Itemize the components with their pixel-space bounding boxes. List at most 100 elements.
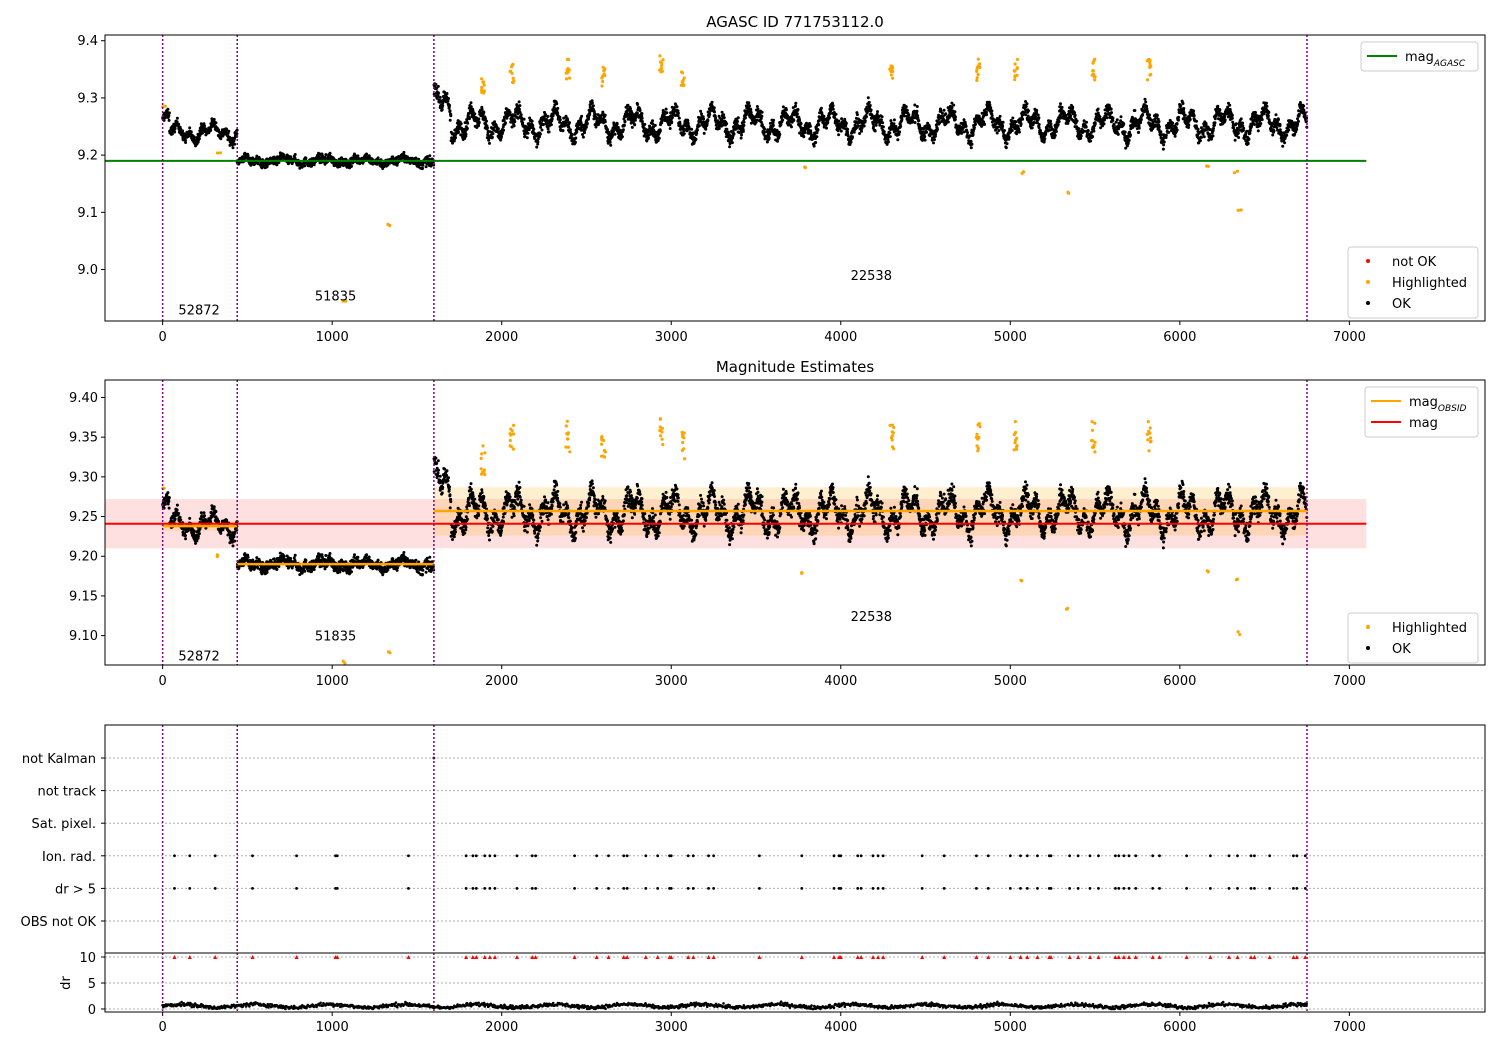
ok-point: [466, 121, 470, 125]
ok-point: [728, 145, 732, 149]
ok-point: [1021, 117, 1025, 121]
ok-point: [917, 119, 921, 123]
ok-point: [1272, 129, 1276, 133]
ok-point: [969, 146, 973, 150]
ok-point: [580, 114, 584, 118]
ok-point: [928, 125, 932, 129]
ok-point: [167, 111, 171, 115]
ok-point: [742, 120, 746, 124]
ok-point: [1036, 113, 1040, 117]
ok-point: [1162, 140, 1166, 144]
ok-point: [1110, 111, 1113, 115]
ok-point: [873, 129, 877, 133]
ok-point: [260, 166, 264, 170]
ok-point: [646, 136, 650, 140]
ok-point: [1182, 110, 1186, 114]
ok-point: [743, 116, 747, 120]
ok-point: [755, 105, 759, 108]
ok-point: [1161, 147, 1165, 151]
ok-point: [437, 91, 440, 95]
ok-point: [1122, 122, 1126, 126]
ok-point: [1302, 104, 1306, 108]
ok-point: [518, 104, 522, 108]
ok-point: [1030, 126, 1034, 130]
ok-point: [940, 111, 944, 115]
ok-point: [869, 108, 873, 112]
ok-point: [722, 113, 726, 117]
ok-point: [676, 111, 680, 115]
ok-point: [189, 130, 193, 134]
ok-point: [1274, 113, 1278, 117]
ok-point: [1213, 123, 1216, 127]
ok-point: [547, 130, 551, 134]
ok-point: [532, 127, 536, 131]
ok-point: [521, 121, 525, 125]
ok-point: [482, 110, 486, 114]
ok-point: [525, 136, 529, 140]
ok-point: [253, 161, 257, 165]
ok-point: [1183, 113, 1187, 117]
ok-point: [603, 113, 607, 117]
ok-point: [1145, 104, 1149, 108]
ok-point: [867, 101, 871, 104]
ok-point: [1296, 119, 1300, 123]
ok-point: [1111, 116, 1115, 120]
ok-point: [1109, 107, 1113, 111]
ok-point: [1049, 122, 1053, 126]
ok-point: [1265, 101, 1268, 105]
ok-point: [983, 122, 987, 126]
ok-point: [756, 107, 760, 111]
ok-point: [1017, 130, 1021, 134]
ok-point: [915, 109, 919, 113]
ok-point: [593, 112, 597, 116]
ok-point: [421, 166, 424, 170]
ok-point: [1057, 120, 1061, 124]
ok-point: [815, 135, 819, 139]
ok-point: [892, 118, 896, 122]
ok-point: [796, 108, 800, 111]
ok-point: [1285, 133, 1289, 137]
ok-point: [1239, 117, 1243, 121]
ok-point: [881, 121, 885, 125]
ok-point: [725, 122, 729, 126]
ok-point: [1059, 102, 1062, 106]
ok-point: [675, 105, 679, 109]
ok-point: [622, 123, 626, 127]
ok-point: [163, 116, 167, 120]
ok-point: [896, 138, 900, 142]
ok-point: [855, 113, 859, 117]
ok-point: [831, 104, 835, 108]
ok-point: [771, 123, 775, 127]
ok-point: [293, 153, 297, 156]
ok-point: [184, 141, 188, 144]
ok-point: [702, 131, 706, 135]
ok-point: [485, 119, 488, 123]
ok-point: [540, 128, 544, 132]
ok-point: [1219, 112, 1223, 116]
ok-point: [747, 101, 751, 105]
ok-point: [486, 126, 489, 130]
ok-point: [966, 131, 969, 135]
ok-point: [874, 123, 878, 127]
ok-point: [424, 165, 428, 169]
ok-point: [282, 153, 286, 157]
ok-point: [209, 129, 213, 132]
ok-point: [844, 121, 848, 125]
ok-point: [1247, 137, 1251, 141]
ok-point: [531, 124, 535, 127]
ok-point: [491, 132, 495, 136]
ok-point: [732, 132, 736, 136]
ok-point: [175, 116, 179, 120]
ok-point: [817, 123, 821, 127]
ok-point: [477, 121, 481, 125]
ok-point: [324, 153, 328, 157]
ok-point: [798, 118, 801, 122]
ok-point: [778, 132, 782, 136]
ok-point: [899, 124, 903, 128]
ok-point: [858, 132, 862, 135]
ok-point: [473, 112, 477, 116]
ok-point: [214, 121, 218, 125]
ok-point: [1001, 125, 1005, 128]
ok-point: [1198, 139, 1202, 143]
